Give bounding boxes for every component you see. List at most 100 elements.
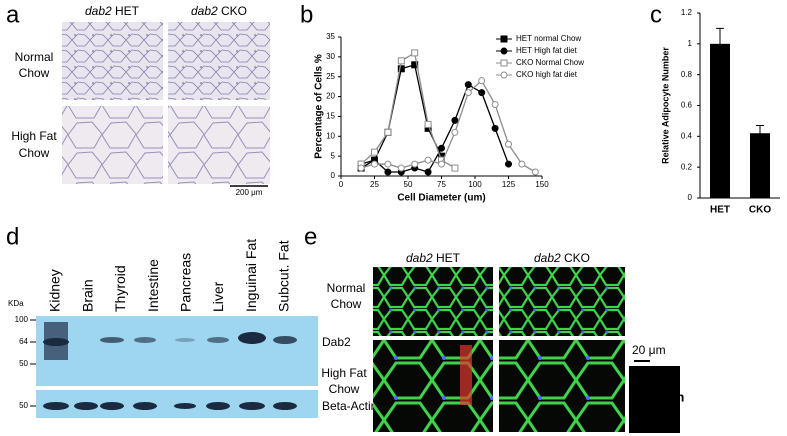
marker (478, 89, 486, 97)
lane-label: Kidney (47, 269, 63, 312)
y-tick-label: 0.6 (681, 101, 693, 110)
marker (491, 101, 499, 109)
marker (384, 168, 392, 176)
legend-label: HET normal Chow (516, 34, 581, 43)
band (175, 338, 195, 342)
size-marker: 64 (19, 337, 28, 346)
scale-label: 20 μm (632, 343, 666, 357)
band (273, 402, 297, 410)
gene: dab2 (406, 251, 433, 265)
size-marker: 50 (19, 359, 28, 368)
y-axis-label: Percentage of Cells % (314, 54, 325, 159)
marker (464, 81, 472, 89)
band (239, 402, 265, 410)
row-label: Chow (19, 146, 50, 160)
legend-label: CKO Normal Chow (516, 58, 584, 67)
panel-label: d (6, 223, 19, 250)
marker (397, 164, 405, 172)
panel-label: e (304, 223, 317, 250)
marker (438, 160, 445, 168)
marker (505, 140, 512, 148)
error-bar (716, 27, 724, 60)
stain-legend-items: Dab2 Perilipin DAPI (633, 369, 684, 424)
x-tick-label: 150 (535, 180, 549, 189)
bar (750, 133, 770, 198)
marker (384, 160, 392, 168)
column-header: dab2 CKO (534, 251, 590, 265)
row-label: Chow (331, 297, 362, 311)
gene: dab2 (85, 4, 112, 18)
legend-marker (500, 71, 508, 79)
lane-label: Pancreas (178, 253, 194, 312)
micrograph (499, 340, 625, 432)
size-marker: 100 (15, 315, 29, 324)
blot (36, 316, 318, 386)
line (360, 83, 510, 173)
micrograph (373, 340, 493, 432)
micrograph (62, 22, 163, 100)
bar (710, 43, 730, 199)
y-tick-label: 20 (326, 92, 335, 101)
band-label: Dab2 (322, 335, 351, 349)
marker (424, 168, 432, 176)
x-tick-label: 25 (370, 180, 379, 189)
band (100, 337, 124, 343)
y-axis-label: Relative Adipocyte Number (660, 47, 670, 164)
panel-label: a (6, 1, 20, 28)
row-label: Chow (329, 382, 360, 396)
scale-label: 200 μm (236, 188, 263, 197)
error-bar (756, 125, 764, 141)
marker (464, 89, 472, 97)
row-label: High Fat (11, 129, 57, 143)
size-unit: KDa (8, 299, 24, 308)
x-tick-label: HET (710, 205, 730, 216)
stain-label: Dab2 (633, 369, 665, 384)
genotype: HET (115, 4, 140, 18)
marker (451, 128, 459, 136)
row-label: Normal (327, 281, 366, 295)
y-tick-label: 0.8 (681, 70, 693, 79)
y-tick-label: 30 (326, 52, 335, 61)
x-tick-label: 125 (502, 180, 516, 189)
lane-label: Thyroid (112, 265, 128, 312)
y-tick-label: 35 (326, 32, 335, 41)
band (238, 332, 266, 344)
band (133, 402, 157, 410)
y-tick-label: 0 (688, 193, 693, 202)
size-marker: 50 (19, 401, 28, 410)
band (43, 402, 69, 410)
marker (451, 164, 459, 172)
marker (531, 168, 539, 176)
band (43, 338, 69, 346)
row-label: Normal (15, 50, 54, 64)
marker (371, 148, 378, 156)
row-label: High Fat (321, 366, 367, 380)
stain-legend (629, 366, 680, 433)
lane-label: Brain (79, 279, 95, 312)
y-tick-label: 10 (326, 131, 335, 140)
y-tick-label: 0 (331, 171, 336, 180)
marker (424, 120, 432, 128)
legend-marker (500, 35, 508, 43)
band (207, 337, 229, 343)
column-header: dab2 CKO (191, 4, 247, 18)
micrograph (373, 267, 493, 336)
legend-marker (500, 47, 508, 55)
line (360, 79, 536, 173)
marker (491, 124, 499, 132)
x-tick-label: 75 (437, 180, 446, 189)
marker (371, 160, 378, 168)
genotype: CKO (221, 4, 247, 18)
x-tick-label: 100 (468, 180, 482, 189)
lane-label: Intestine (145, 259, 161, 312)
micrograph (168, 106, 270, 184)
row-label: Chow (19, 66, 50, 80)
marker (518, 160, 526, 168)
band (100, 402, 124, 410)
gene: dab2 (534, 251, 561, 265)
y-tick-label: 25 (326, 72, 335, 81)
micrograph (499, 267, 625, 336)
marker (397, 65, 405, 73)
